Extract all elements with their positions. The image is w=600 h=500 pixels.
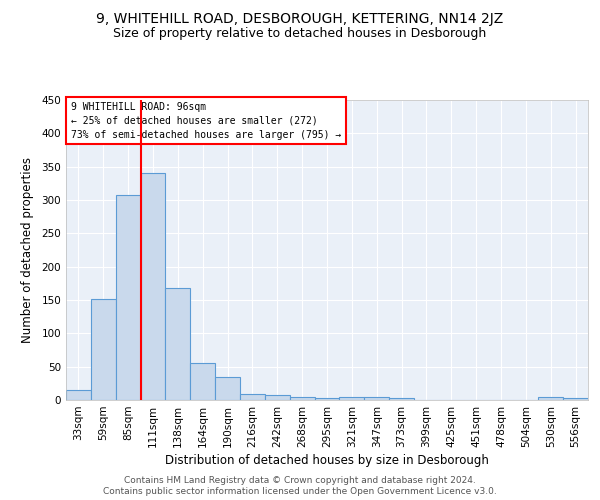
Bar [166,288,190,400]
Text: 9, WHITEHILL ROAD, DESBOROUGH, KETTERING, NN14 2JZ: 9, WHITEHILL ROAD, DESBOROUGH, KETTERING… [97,12,503,26]
Bar [364,396,389,400]
Text: 9 WHITEHILL ROAD: 96sqm
← 25% of detached houses are smaller (272)
73% of semi-d: 9 WHITEHILL ROAD: 96sqm ← 25% of detache… [71,102,341,140]
Text: Contains HM Land Registry data © Crown copyright and database right 2024.: Contains HM Land Registry data © Crown c… [124,476,476,485]
Bar [116,196,140,400]
Bar [563,398,588,400]
Bar [140,174,166,400]
Bar [340,398,364,400]
Text: Contains public sector information licensed under the Open Government Licence v3: Contains public sector information licen… [103,487,497,496]
Bar [538,398,563,400]
Bar [91,298,116,400]
Bar [314,398,340,400]
Bar [66,390,91,400]
Text: Size of property relative to detached houses in Desborough: Size of property relative to detached ho… [113,28,487,40]
Y-axis label: Number of detached properties: Number of detached properties [22,157,34,343]
Bar [190,362,215,400]
Bar [240,394,265,400]
X-axis label: Distribution of detached houses by size in Desborough: Distribution of detached houses by size … [165,454,489,467]
Bar [215,376,240,400]
Bar [389,398,414,400]
Bar [265,396,290,400]
Bar [290,396,314,400]
